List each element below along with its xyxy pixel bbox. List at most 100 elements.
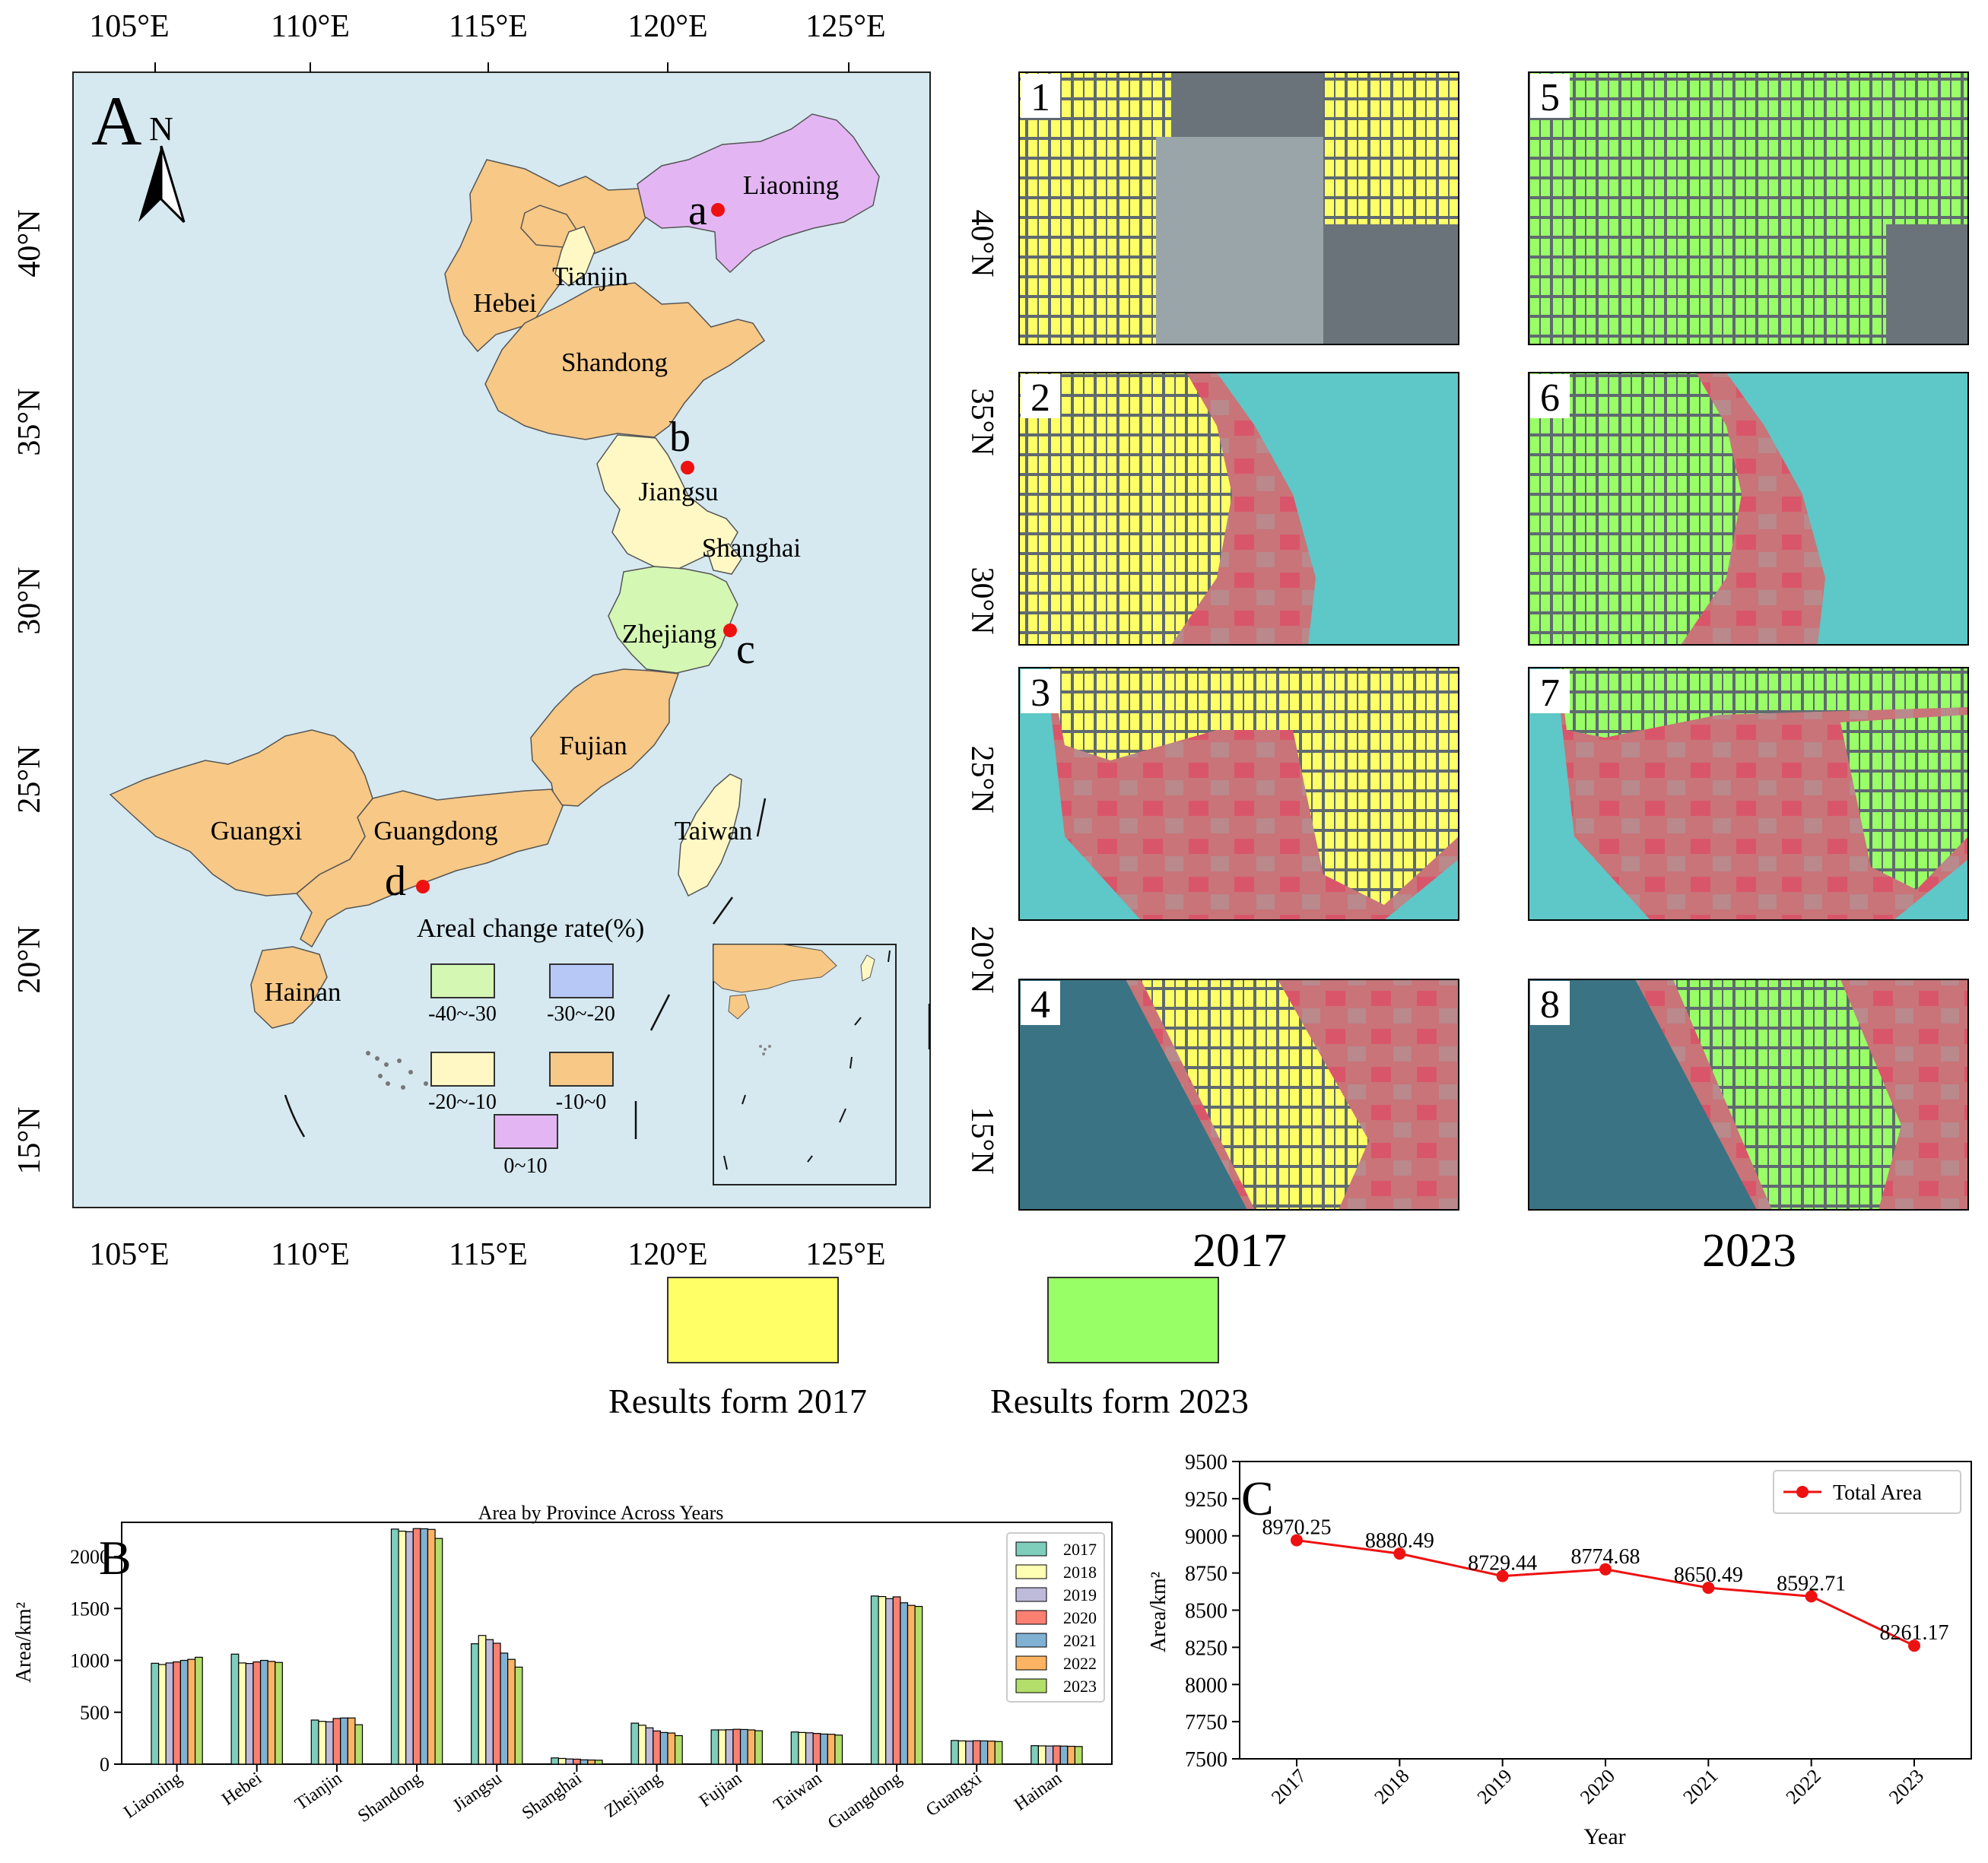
bar-hainan-2020 xyxy=(1053,1745,1061,1765)
legend-label-neg20-10: -20~-10 xyxy=(428,1090,497,1114)
bar-zhejiang-2017 xyxy=(630,1722,640,1765)
bar-shandong-2017 xyxy=(390,1528,399,1765)
bar-legend-swatch-2020 xyxy=(1015,1610,1047,1625)
province-tianjin xyxy=(554,226,595,287)
line-x-tick-label-2023: 2023 xyxy=(1885,1765,1928,1808)
line-x-tick-label-2017: 2017 xyxy=(1267,1765,1310,1808)
line-point-2021 xyxy=(1702,1582,1715,1595)
legend-swatch-neg20-10 xyxy=(430,1052,495,1087)
tile-6: 6 xyxy=(1528,372,1969,646)
lon-label-bottom-115: 115°E xyxy=(449,1237,528,1272)
column-year-2017: 2017 xyxy=(1192,1225,1287,1277)
lat-label-left-20: 20°N xyxy=(12,925,47,993)
line-point-label-2021: 8650.49 xyxy=(1674,1563,1743,1587)
bar-x-tick-label-shandong: Shandong xyxy=(354,1769,426,1827)
bar-hebei-2021 xyxy=(259,1659,268,1765)
bar-y-axis-label: Area/km² xyxy=(12,1602,36,1683)
bar-hebei-2019 xyxy=(245,1663,254,1765)
site-label-c: c xyxy=(736,626,755,673)
line-legend-label: Total Area xyxy=(1833,1481,1923,1505)
tile-number-6: 6 xyxy=(1540,376,1560,420)
tile-number-8: 8 xyxy=(1540,983,1560,1027)
site-label-d: d xyxy=(385,858,406,905)
site-label-a: a xyxy=(688,187,707,234)
panel-c-letter: C xyxy=(1241,1471,1274,1525)
line-legend: Total Area xyxy=(1773,1470,1961,1514)
legend-swatch-neg10-0 xyxy=(549,1052,614,1087)
panel-c-line-chart: C Area/km² Year 7500 7750 8000 8250 8500 8750… xyxy=(1147,1451,1972,1849)
bar-legend-swatch-2023 xyxy=(1015,1678,1047,1693)
bar-hebei-2017 xyxy=(230,1653,240,1765)
bar-taiwan-2022 xyxy=(827,1734,836,1765)
bar-x-tick-label-liaoning: Liaoning xyxy=(120,1769,186,1823)
panel-b-letter: B xyxy=(99,1531,132,1585)
north-arrow-icon xyxy=(138,145,186,224)
bar-guangdong-2021 xyxy=(900,1602,909,1765)
label-hainan: Hainan xyxy=(264,977,341,1007)
province-shandong xyxy=(484,282,766,440)
bar-taiwan-2018 xyxy=(798,1731,807,1765)
legend-label-neg10-0: -10~0 xyxy=(556,1090,606,1114)
bar-guangxi-2020 xyxy=(972,1740,981,1765)
bar-guangxi-2022 xyxy=(987,1741,996,1765)
bar-hainan-2023 xyxy=(1074,1746,1083,1765)
map-right-ticks: 40°N 35°N 30°N 25°N 20°N 15°N xyxy=(964,209,999,1174)
line-point-label-2020: 8774.68 xyxy=(1571,1545,1640,1569)
bar-shandong-2023 xyxy=(434,1538,443,1765)
bar-x-tick-label-hebei: Hebei xyxy=(218,1768,265,1809)
line-y-tick-label: 7750 xyxy=(1185,1711,1227,1734)
bar-legend-swatch-2017 xyxy=(1015,1541,1047,1557)
bar-zhejiang-2020 xyxy=(653,1730,661,1765)
lat-label-right-40: 40°N xyxy=(964,209,999,277)
tile-5: 5 xyxy=(1528,71,1969,345)
line-legend-marker xyxy=(1796,1486,1809,1498)
bar-shanghai-2023 xyxy=(594,1760,603,1765)
lat-label-right-25: 25°N xyxy=(964,745,999,813)
label-hebei: Hebei xyxy=(473,288,537,318)
bar-legend-swatch-2019 xyxy=(1015,1587,1047,1602)
line-point-2019 xyxy=(1496,1569,1509,1582)
bar-shanghai-2017 xyxy=(551,1757,560,1765)
bar-guangdong-2018 xyxy=(878,1595,887,1765)
tile-number-3: 3 xyxy=(1031,671,1050,715)
inset-map xyxy=(713,944,897,1185)
label-shanghai: Shanghai xyxy=(702,533,802,563)
lon-label-top-115: 115°E xyxy=(449,9,528,44)
tile-3: 3 xyxy=(1018,667,1459,921)
bar-tianjin-2020 xyxy=(332,1718,341,1765)
line-x-tick-label-2018: 2018 xyxy=(1370,1765,1413,1808)
bar-legend-label-2018: 2018 xyxy=(1063,1563,1097,1582)
lon-label-top-110: 110°E xyxy=(271,9,350,44)
line-y-tick-label: 8250 xyxy=(1185,1636,1227,1660)
bar-liaoning-2020 xyxy=(173,1661,181,1765)
map-bottom-ticks: 105°E 110°E 115°E 120°E 125°E xyxy=(89,1237,885,1272)
lat-label-left-40: 40°N xyxy=(12,209,47,277)
bar-jiangsu-2018 xyxy=(478,1635,487,1765)
bar-chart-title: Area by Province Across Years xyxy=(478,1502,724,1524)
bar-liaoning-2022 xyxy=(187,1658,196,1765)
lat-label-left-25: 25°N xyxy=(12,745,47,813)
bar-shanghai-2019 xyxy=(565,1758,574,1765)
bar-liaoning-2021 xyxy=(179,1659,189,1765)
line-x-tick-label-2022: 2022 xyxy=(1782,1765,1825,1808)
province-shanghai xyxy=(707,543,742,575)
line-x-tick-label-2021: 2021 xyxy=(1678,1765,1722,1808)
bar-fujian-2018 xyxy=(718,1729,726,1765)
site-marker-a xyxy=(711,203,725,217)
bar-guangxi-2023 xyxy=(994,1741,1003,1765)
tile-4: 4 xyxy=(1018,979,1459,1211)
line-point-label-2023: 8261.17 xyxy=(1880,1621,1949,1645)
line-legend-box xyxy=(1773,1470,1961,1514)
bar-legend-swatch-2022 xyxy=(1015,1655,1047,1671)
tile-number-4: 4 xyxy=(1031,983,1050,1027)
province-zhejiang xyxy=(608,566,738,674)
label-liaoning: Liaoning xyxy=(743,170,839,200)
label-guangxi: Guangxi xyxy=(211,816,303,846)
bar-y-tick-label: 1000 xyxy=(70,1650,110,1672)
bar-x-tick-label-hainan: Hainan xyxy=(1011,1769,1065,1815)
bar-fujian-2020 xyxy=(732,1728,742,1765)
tile-number-5: 5 xyxy=(1540,76,1560,119)
bar-y-tick-label: 0 xyxy=(100,1754,110,1776)
bar-hebei-2022 xyxy=(267,1661,276,1765)
bar-legend-label-2021: 2021 xyxy=(1063,1631,1097,1650)
